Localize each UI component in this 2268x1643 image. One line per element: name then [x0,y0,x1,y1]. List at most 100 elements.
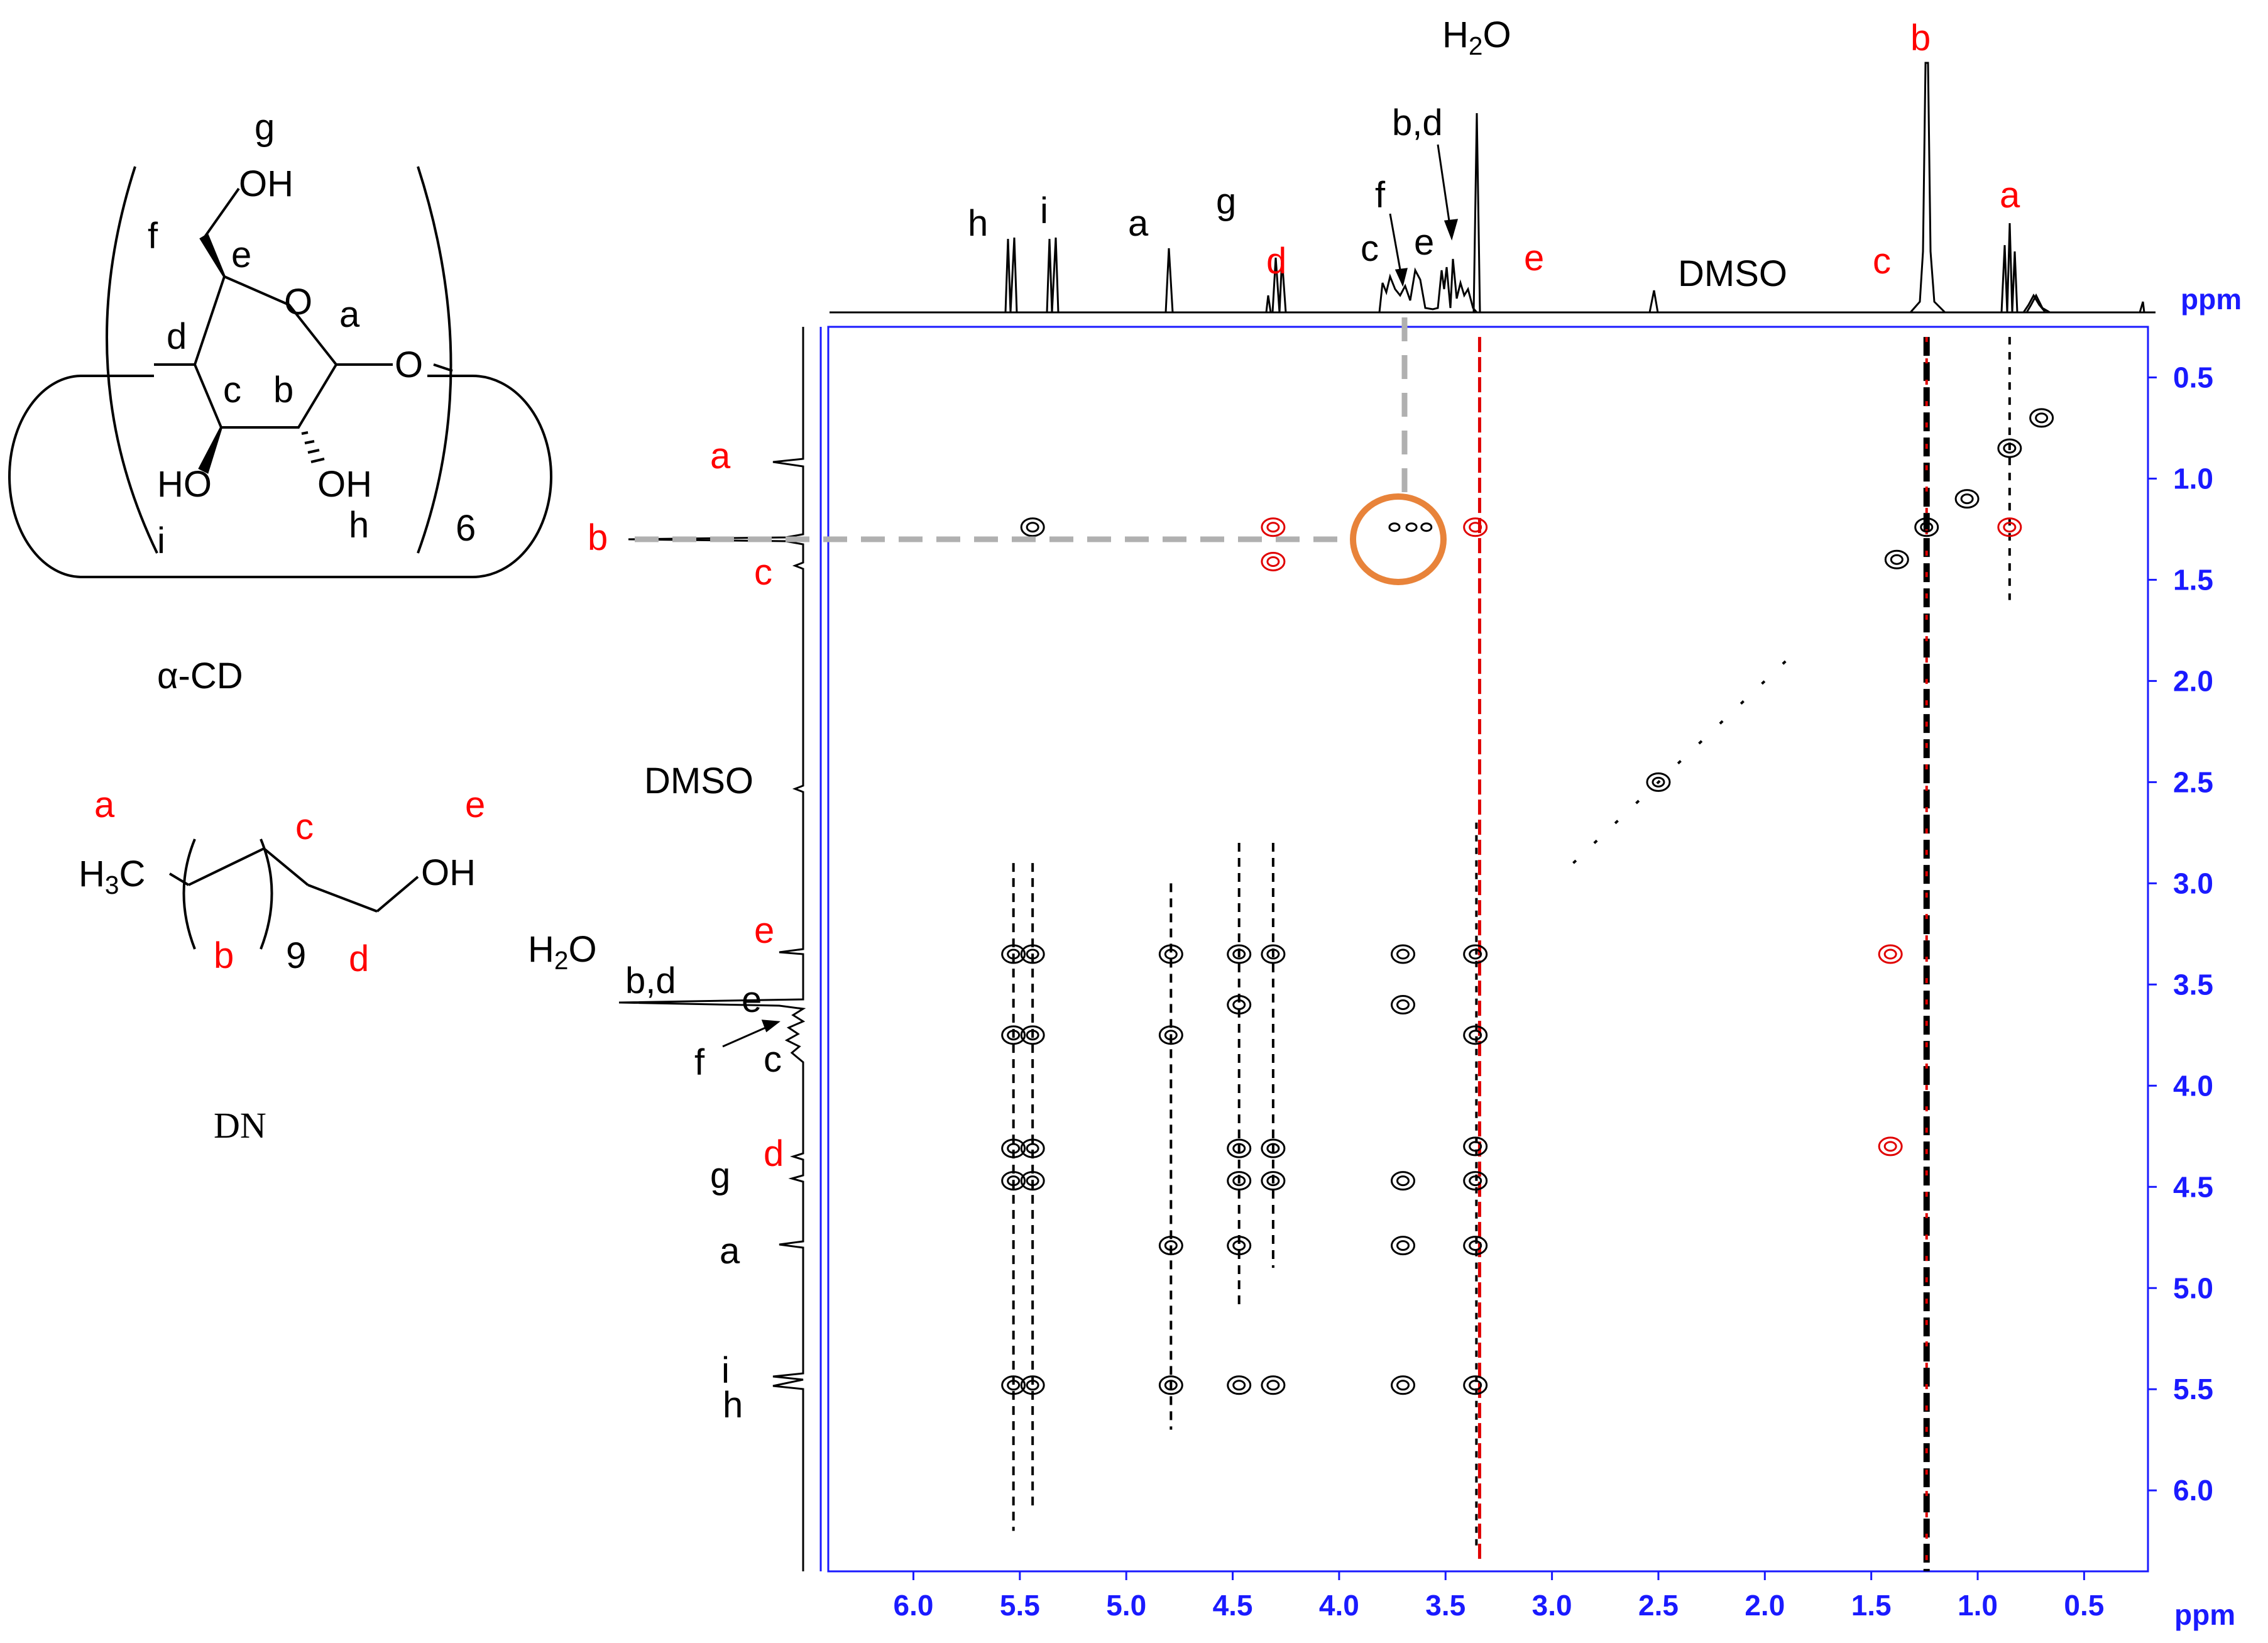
y-tick-label: 1.0 [2173,462,2213,495]
cross-peak [1227,1138,1252,1158]
cross-peak-contour [1232,1143,1246,1154]
alpha-cd-ho: HO [157,464,212,505]
cross-peak [1001,944,1026,964]
cross-peak-contour [1007,1175,1021,1187]
top-spectrum-c-peak [2022,293,2047,313]
cross-peak [1646,772,1671,792]
glucose-ring [193,275,338,429]
y-tick-label: 2.5 [2173,766,2213,798]
cross-peak-contour [1954,489,1980,509]
cross-peak [1001,1025,1026,1045]
cross-peak-contour [1227,1171,1252,1191]
cross-peak [1391,944,1416,964]
top-arrow-bd [1437,144,1459,241]
dn-bracket-right [260,838,273,950]
dn-bond-4 [307,884,378,913]
cross-peak-contour [1158,1025,1183,1045]
cross-peak-contour [1026,1175,1039,1187]
cross-peak-contour [1960,493,1974,505]
cross-peak [1227,995,1252,1015]
alpha-cd-label-d: d [167,316,187,357]
left-spectrum-labels: a b c DMSO H2O e b,d e f c d g a i h [528,436,784,1426]
cross-peak [1391,1236,1416,1256]
cross-peak-contour [1388,522,1401,532]
dn-oh: OH [421,852,476,893]
top-label-e-red: e [1524,238,1544,278]
cross-peak-contour [1164,1240,1178,1251]
top-label-b-red: b [1910,18,1931,58]
top-spectrum-a-peak [2000,223,2019,313]
x-tick-label: 1.5 [1851,1589,1892,1622]
cross-peak-contour [1261,1171,1286,1191]
plot-border [827,326,2149,1573]
cross-peak [1997,438,2022,458]
cross-peak-contour [1232,1240,1246,1251]
left-label-a: a [710,436,731,476]
cross-peak-contour [1405,522,1418,532]
axis-tick-layer: 6.0 5.5 5.0 4.5 4.0 3.5 3.0 2.5 2.0 1.5 1.0 0.5 0.5 1… [894,361,2213,1622]
cross-peak-contour [1469,1175,1482,1187]
diagonal-trace [1572,659,1787,864]
cross-peak-contour [1469,1240,1482,1251]
top-spectrum-water-peak [1472,113,1481,313]
cross-peak-contour [1391,1171,1416,1191]
cross-peak-contour [1261,517,1286,537]
dn-h3c: H3C [79,854,145,899]
left-label-h: h [723,1385,743,1426]
alpha-cd-label-f: f [148,216,158,256]
left-label-e-red: e [754,910,774,951]
cross-peak [1914,517,1939,537]
alpha-cd-oh-top: OH [239,163,293,204]
y-tick-label: 2.0 [2173,664,2213,697]
top-label-dmso: DMSO [1678,253,1787,294]
dn-subscript-9: 9 [286,935,306,976]
cross-peak-contour [1026,522,1039,533]
left-label-c: c [754,552,772,593]
dn-label-e: e [465,784,485,825]
x-tick-label: 4.0 [1319,1589,1359,1622]
x-tick-label: 1.0 [1958,1589,1998,1622]
cross-peak-contour [1026,1380,1039,1391]
left-label-water: H2O [528,929,597,975]
alpha-cd-label-a: a [339,294,360,335]
cross-peak-contour [1646,772,1671,792]
x-tick-label: 0.5 [2064,1589,2104,1622]
highlight-circle [1350,493,1447,585]
c3-wedge [198,427,222,474]
cross-peak [1261,1171,1286,1191]
cross-peak-contour [1232,948,1246,960]
cross-peak-contour [1232,999,1246,1011]
cross-peak-contour [1158,944,1183,964]
cross-peak-contour [1227,995,1252,1015]
cross-peak [1261,1138,1286,1158]
cross-peak-contour [1001,1025,1026,1045]
alpha-cd-label-i: i [157,520,165,561]
cross-peak-contour [1227,1375,1252,1395]
cross-peak-contour [1266,948,1280,960]
cross-peak-contour [1391,995,1416,1015]
cross-peak [1001,1138,1026,1158]
top-spectrum [830,62,2156,314]
x-tick-label: 5.0 [1106,1589,1146,1622]
cross-peak [1261,517,1286,537]
c6-bond [203,187,240,239]
cross-peak [1878,944,1903,964]
top-label-c: c [1361,228,1379,269]
cross-peak [1020,1025,1045,1045]
cross-peak [1391,1171,1416,1191]
cross-peak-contour [1469,1030,1482,1041]
cross-peak [1001,1375,1026,1395]
cross-peak-contour [1007,1143,1021,1154]
cross-peak-contour [1391,1236,1416,1256]
cross-peak-contour [1007,1030,1021,1041]
dn-title: DN [214,1105,266,1146]
c2-hash [301,431,325,463]
y-tick-label: 6.0 [2173,1474,2213,1507]
cross-peak [1227,1375,1252,1395]
cross-peak-contour [1232,1380,1246,1391]
alpha-cd-text: g OH f e O a d O c b HO OH i h 6 α-CD [148,107,476,696]
cross-peak-contour [1469,948,1482,960]
cross-peak [1020,517,1045,537]
alpha-cd-label-e: e [231,234,251,275]
cross-peak-contour [1020,944,1045,964]
